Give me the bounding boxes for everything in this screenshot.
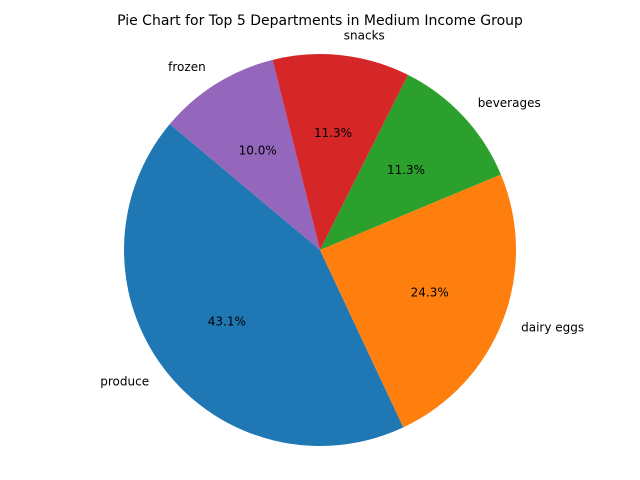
pie-category-label: dairy eggs xyxy=(521,321,584,335)
pie-category-label: snacks xyxy=(344,29,385,43)
pie-category-label: produce xyxy=(100,375,149,389)
pie-category-label: beverages xyxy=(478,96,541,110)
pie-pct-label: 11.3% xyxy=(314,126,352,140)
pie-pct-label: 10.0% xyxy=(239,143,277,157)
pie-slices xyxy=(124,53,517,446)
pie-pct-label: 43.1% xyxy=(208,315,246,329)
pie-slice-dairy-eggs xyxy=(320,174,517,428)
pie-category-label: frozen xyxy=(168,60,206,74)
pie-pct-label: 11.3% xyxy=(387,163,425,177)
pie-slice-snacks xyxy=(272,53,409,251)
pie-slice-beverages xyxy=(320,74,501,251)
pie-labels: 43.1% produce 24.3% dairy eggs 11.3% beverage… xyxy=(100,29,584,389)
pie-slice-produce xyxy=(124,124,404,446)
chart-title: Pie Chart for Top 5 Departments in Mediu… xyxy=(117,13,523,29)
pie-slice-frozen xyxy=(169,59,320,250)
pie-pct-label: 24.3% xyxy=(411,285,449,299)
